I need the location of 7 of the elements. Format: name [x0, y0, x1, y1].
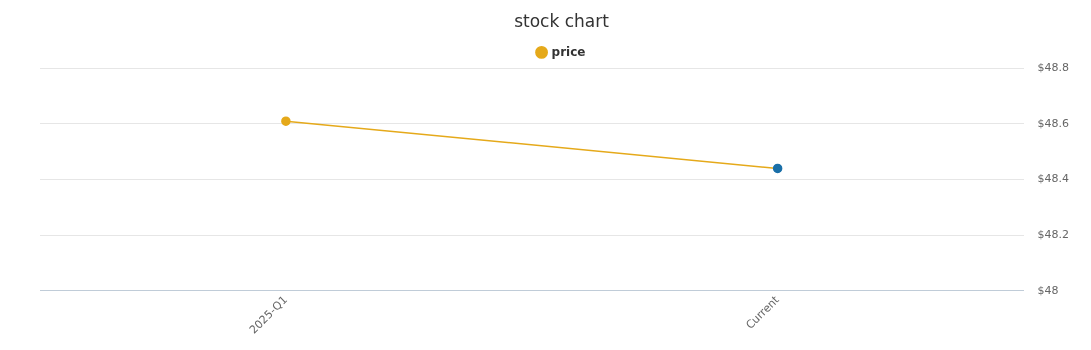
y-tick-label: $48.8 — [1037, 61, 1070, 75]
y-tick-label: $48 — [1037, 283, 1059, 297]
chart-title: stock chart — [514, 10, 610, 31]
y-tick-label: $48.6 — [1037, 116, 1070, 130]
legend-label: price — [551, 44, 586, 59]
y-tick-label: $48.2 — [1037, 227, 1070, 241]
y-tick-label: $48.4 — [1037, 172, 1070, 186]
